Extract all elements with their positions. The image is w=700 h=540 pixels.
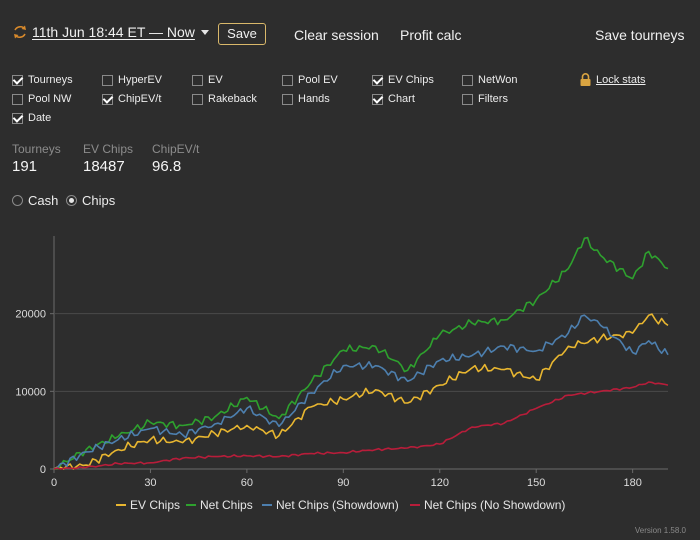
checkbox-label: HyperEV <box>118 74 163 86</box>
refresh-icon[interactable] <box>12 24 28 40</box>
radio-circle[interactable] <box>66 195 77 206</box>
checkbox-box[interactable] <box>192 93 203 105</box>
checkbox-box[interactable] <box>282 93 293 105</box>
checkbox-box[interactable] <box>12 74 23 86</box>
stat-value: 191 <box>12 158 38 175</box>
radio-circle[interactable] <box>12 195 23 206</box>
checkbox-ev-chips[interactable]: EV Chips <box>372 74 434 86</box>
stat-value: 18487 <box>83 158 125 175</box>
clear-session-button[interactable]: Clear session <box>294 27 379 43</box>
checkbox-label: Pool NW <box>28 93 72 105</box>
checkbox-box[interactable] <box>372 93 383 105</box>
checkbox-chart[interactable]: Chart <box>372 93 415 105</box>
series-line-0 <box>53 313 669 470</box>
checkbox-box[interactable] <box>462 74 473 86</box>
legend-label: Net Chips (Showdown) <box>276 498 399 512</box>
checkbox-hands[interactable]: Hands <box>282 93 330 105</box>
top-toolbar: 11th Jun 18:44 ET — Now Save Clear sessi… <box>0 0 700 68</box>
results-chart: 0 10000 20000 0 30 60 90 120 150 180 EV Chips Net C… <box>15 236 669 512</box>
checkbox-label: Pool EV <box>298 74 338 86</box>
checkbox-box[interactable] <box>102 93 113 105</box>
x-tick-label: 0 <box>51 477 57 489</box>
checkbox-pool-ev[interactable]: Pool EV <box>282 74 338 86</box>
checkbox-box[interactable] <box>462 93 473 105</box>
legend-label: Net Chips (No Showdown) <box>424 498 565 512</box>
lock-stats-label[interactable]: Lock stats <box>596 73 646 86</box>
x-tick-label: 30 <box>144 477 156 489</box>
stat-chipev-per-tourney: ChipEV/t 96.8 <box>152 142 199 175</box>
checkbox-box[interactable] <box>12 112 23 124</box>
save-button[interactable]: Save <box>218 23 266 45</box>
checkbox-label: Filters <box>478 93 508 105</box>
legend-label: EV Chips <box>130 498 180 512</box>
chevron-down-icon[interactable] <box>200 29 209 35</box>
stat-ev-chips: EV Chips 18487 <box>83 142 133 175</box>
checkbox-netwon[interactable]: NetWon <box>462 74 518 86</box>
radio-label: Cash <box>28 193 59 208</box>
y-tick-label: 0 <box>40 464 46 476</box>
series-line-3 <box>53 381 669 470</box>
radio-chips[interactable]: Chips <box>66 193 115 208</box>
checkbox-filters[interactable]: Filters <box>462 93 508 105</box>
checkbox-label: EV <box>208 74 223 86</box>
session-range-label[interactable]: 11th Jun 18:44 ET — Now <box>32 24 195 40</box>
legend-label: Net Chips <box>200 498 253 512</box>
y-tick-label: 20000 <box>15 309 46 321</box>
stat-label: ChipEV/t <box>152 142 200 156</box>
radio-label: Chips <box>82 193 116 208</box>
x-tick-label: 180 <box>623 477 641 489</box>
radio-cash[interactable]: Cash <box>12 193 58 208</box>
checkbox-box[interactable] <box>12 93 23 105</box>
checkbox-label: ChipEV/t <box>118 93 162 105</box>
checkbox-rakeback[interactable]: Rakeback <box>192 93 257 105</box>
checkbox-box[interactable] <box>192 74 203 86</box>
series-line-1 <box>54 236 669 470</box>
checkbox-chipev-t[interactable]: ChipEV/t <box>102 93 161 105</box>
checkbox-box[interactable] <box>282 74 293 86</box>
checkbox-date[interactable]: Date <box>12 112 51 124</box>
series-line-2 <box>53 314 669 470</box>
lock-icon <box>580 73 591 86</box>
stat-tourneys: Tourneys 191 <box>12 142 61 175</box>
x-tick-label: 60 <box>241 477 253 489</box>
checkbox-pool-nw[interactable]: Pool NW <box>12 93 71 105</box>
checkbox-hyperev[interactable]: HyperEV <box>102 74 162 86</box>
lock-stats-toggle[interactable]: Lock stats <box>580 73 646 86</box>
x-tick-label: 120 <box>431 477 449 489</box>
checkbox-label: Chart <box>388 93 415 105</box>
profit-calc-button[interactable]: Profit calc <box>400 27 462 43</box>
x-tick-label: 90 <box>337 477 349 489</box>
stat-label: EV Chips <box>83 142 134 156</box>
checkbox-box[interactable] <box>372 74 383 86</box>
checkbox-tourneys[interactable]: Tourneys <box>12 74 73 86</box>
checkbox-box[interactable] <box>102 74 113 86</box>
version-label: Version 1.58.0 <box>634 526 686 535</box>
checkbox-label: Hands <box>298 93 330 105</box>
y-tick-label: 10000 <box>15 386 46 398</box>
x-tick-label: 150 <box>527 477 545 489</box>
checkbox-label: NetWon <box>478 74 518 86</box>
checkbox-label: Date <box>28 112 52 124</box>
checkbox-label: Rakeback <box>208 93 257 105</box>
session-range-selector[interactable]: 11th Jun 18:44 ET — Now <box>12 24 209 40</box>
stat-label: Tourneys <box>12 142 61 156</box>
save-tourneys-button[interactable]: Save tourneys <box>595 27 685 43</box>
checkbox-label: Tourneys <box>28 74 73 86</box>
checkbox-label: EV Chips <box>388 74 434 86</box>
stat-value: 96.8 <box>152 158 182 175</box>
checkbox-ev[interactable]: EV <box>192 74 223 86</box>
